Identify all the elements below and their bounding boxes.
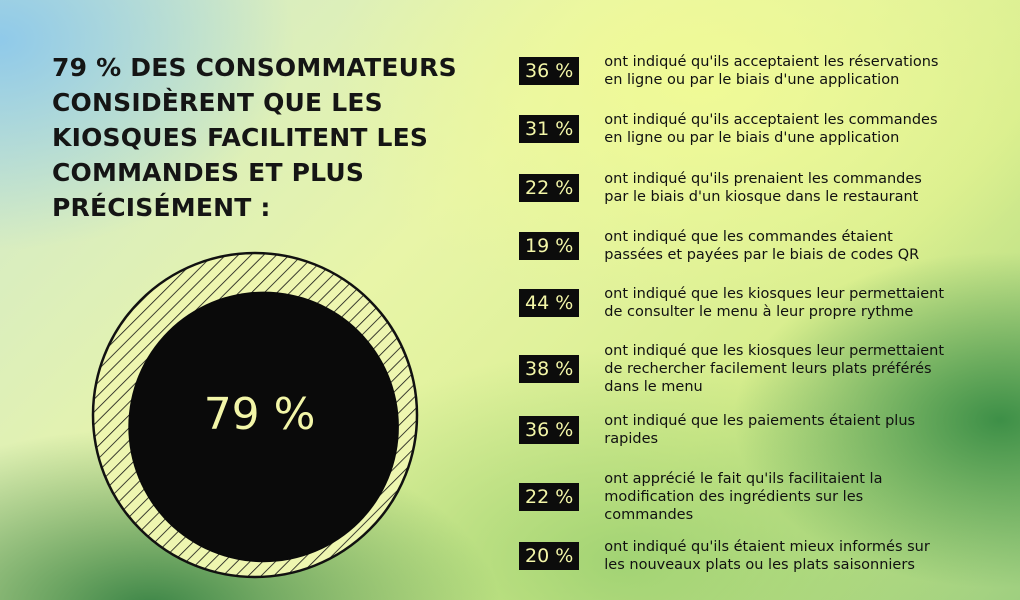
percent-badge: 20 %: [519, 542, 580, 570]
stat-description: ont indiqué qu'ils étaient mieux informé…: [604, 539, 930, 573]
stat-row: 44 % ont indiqué que les kiosques leur pe…: [519, 285, 994, 321]
stat-row: 36 % ont indiqué qu'ils acceptaient les r…: [519, 53, 994, 89]
donut-chart: 79 %: [91, 251, 419, 579]
percent-badge: 44 %: [519, 289, 580, 317]
percent-badge: 19 %: [519, 232, 580, 260]
percent-badge: 38 %: [519, 355, 580, 383]
stat-row: 31 % ont indiqué qu'ils acceptaient les c…: [519, 111, 994, 147]
stat-row: 22 % ont apprécié le fait qu'ils facilita…: [519, 470, 994, 524]
stat-description: ont indiqué qu'ils prenaient les command…: [604, 171, 922, 205]
stat-row: 38 % ont indiqué que les kiosques leur pe…: [519, 342, 994, 396]
stat-description: ont indiqué qu'ils acceptaient les comma…: [604, 112, 938, 146]
stat-row: 20 % ont indiqué qu'ils étaient mieux inf…: [519, 538, 994, 574]
stat-row: 19 % ont indiqué que les commandes étaien…: [519, 228, 994, 264]
stat-description: ont apprécié le fait qu'ils facilitaient…: [604, 471, 883, 523]
stat-row: 36 % ont indiqué que les paiements étaien…: [519, 412, 994, 448]
stat-description: ont indiqué que les kiosques leur permet…: [604, 286, 945, 320]
stat-description: ont indiqué qu'ils acceptaient les réser…: [604, 54, 939, 88]
percent-badge: 22 %: [519, 174, 580, 202]
percent-badge: 22 %: [519, 483, 580, 511]
headline: 79 % DES CONSOMMATEURS CONSIDÈRENT QUE L…: [52, 53, 457, 222]
center-label: 79 %: [204, 389, 316, 440]
stat-description: ont indiqué que les paiements étaient pl…: [604, 413, 916, 447]
percent-badge: 31 %: [519, 115, 580, 143]
percent-badge: 36 %: [519, 416, 580, 444]
percent-badge: 36 %: [519, 57, 580, 85]
stat-description: ont indiqué que les commandes étaient pa…: [604, 229, 920, 263]
share-circle: [128, 291, 399, 563]
stat-description: ont indiqué que les kiosques leur permet…: [604, 343, 945, 395]
stat-row: 22 % ont indiqué qu'ils prenaient les com…: [519, 170, 994, 206]
